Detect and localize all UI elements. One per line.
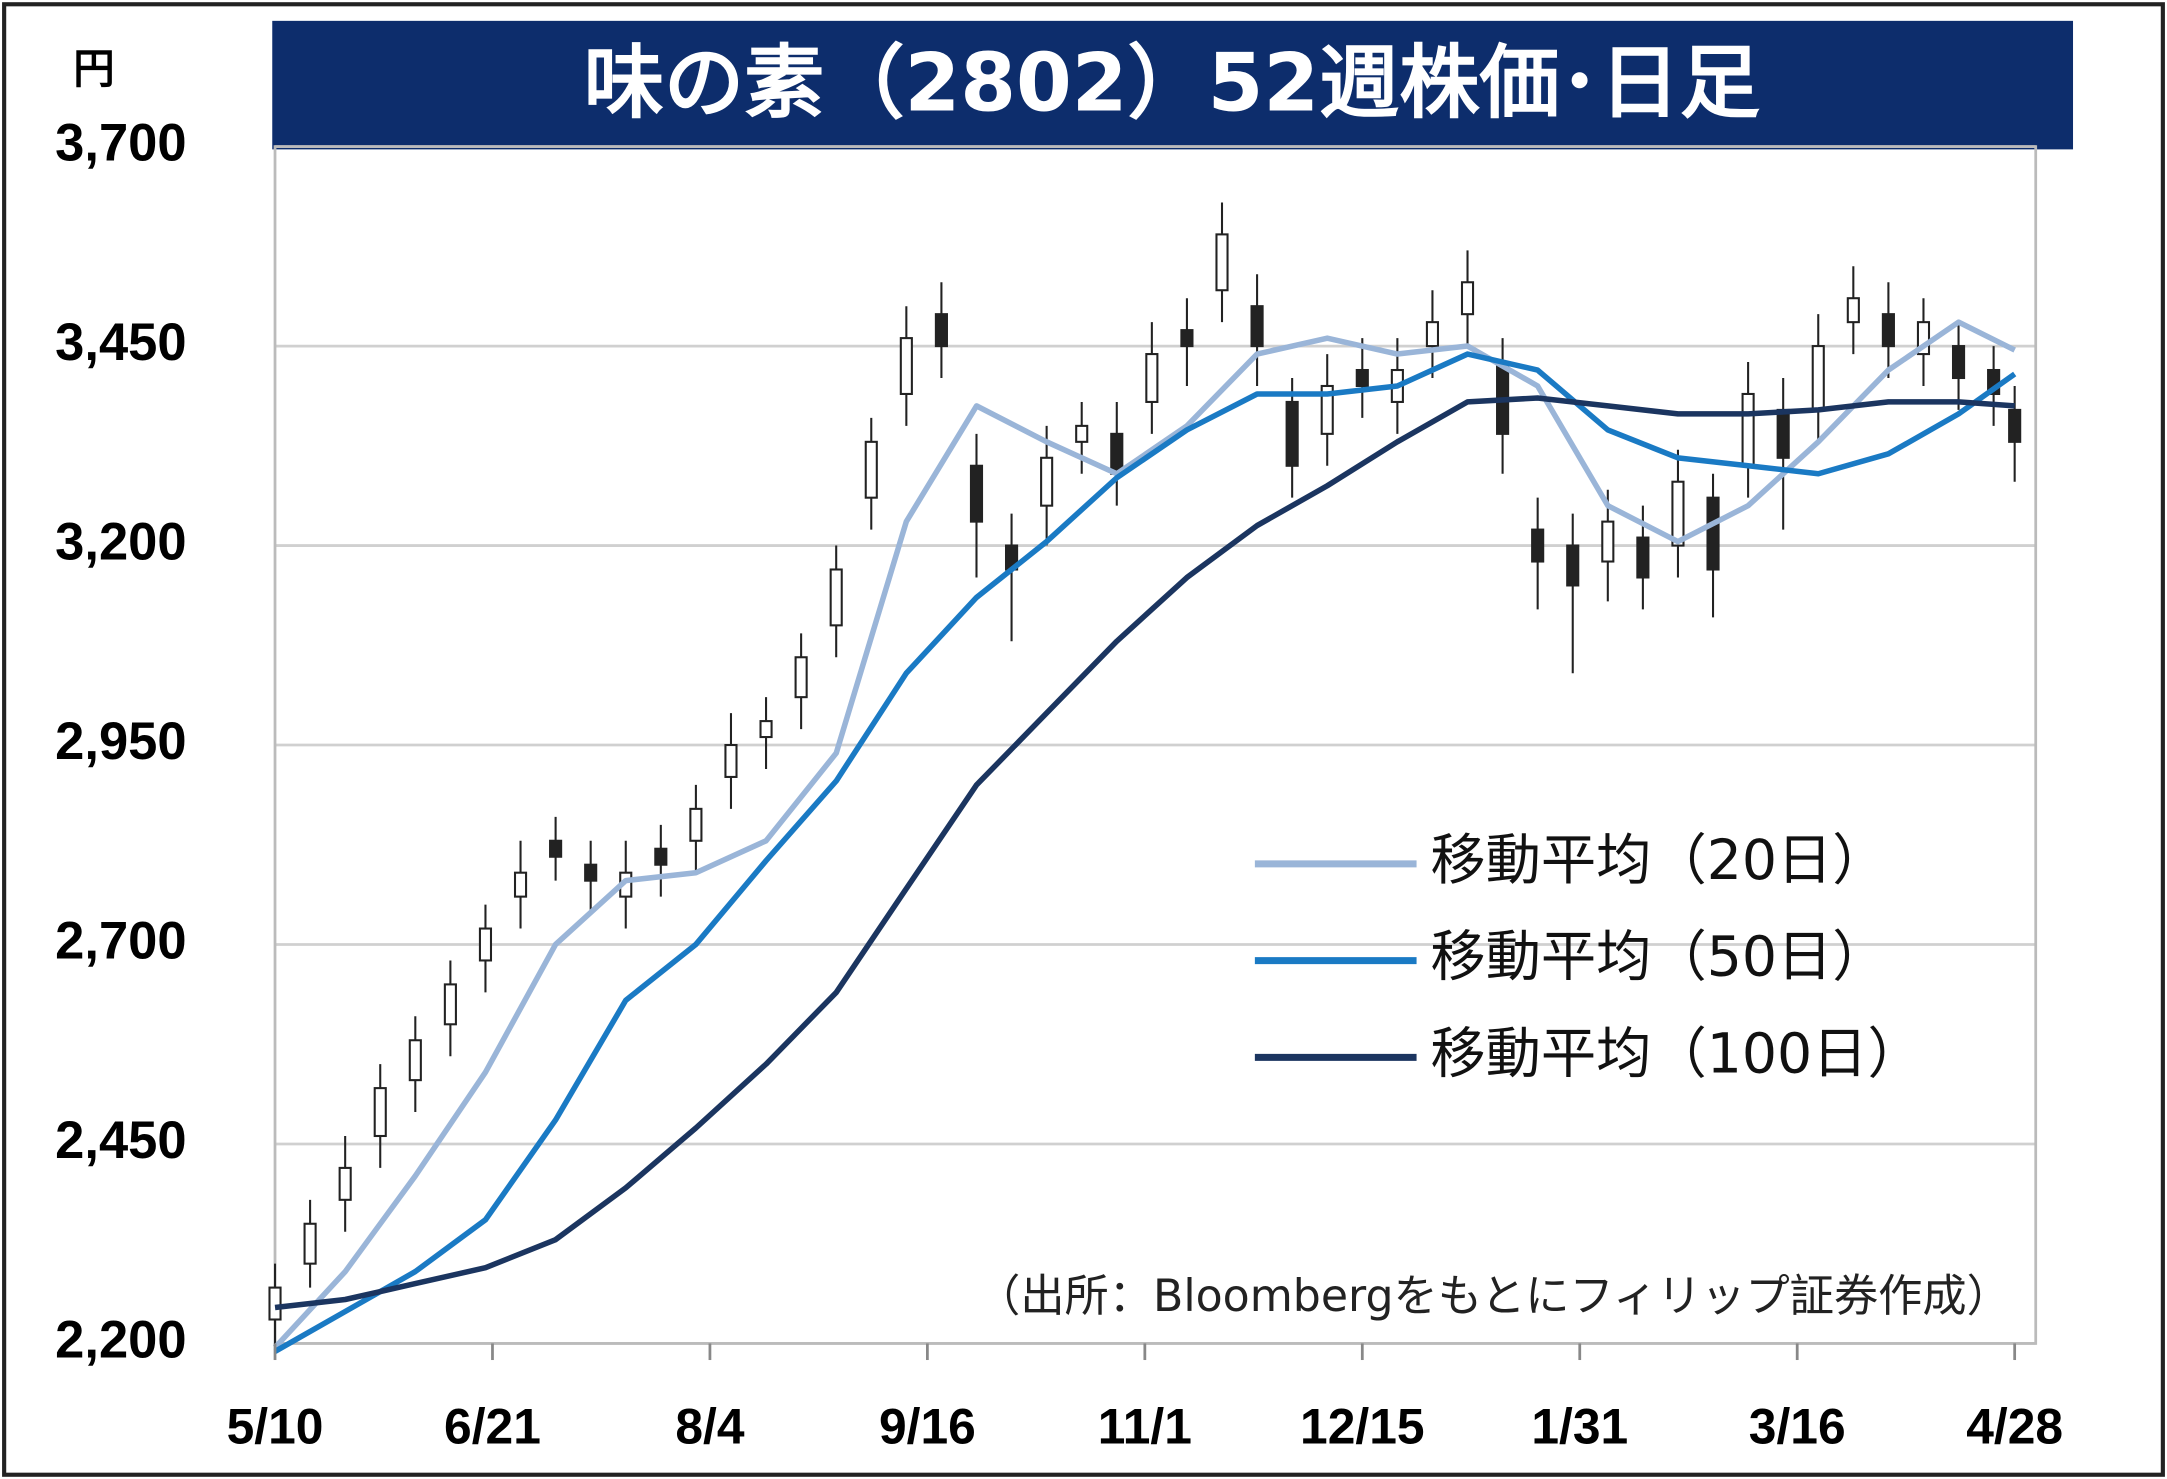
- candle-body: [584, 863, 598, 882]
- candle-body: [1215, 233, 1229, 292]
- candle-body: [1531, 528, 1545, 563]
- legend-label: 移動平均（100日）: [1430, 1022, 1922, 1086]
- candle-body: [829, 568, 843, 627]
- candle-body: [759, 720, 773, 739]
- candle-body: [1776, 408, 1790, 459]
- candle-body: [1706, 496, 1720, 571]
- moving-average-line: [273, 351, 2017, 1354]
- candle-body: [689, 807, 703, 842]
- candle-body: [268, 1286, 282, 1321]
- unit-label: 円: [73, 45, 114, 93]
- moving-average-line: [272, 319, 2016, 1350]
- candle-body: [338, 1166, 352, 1201]
- candle-body: [1250, 305, 1264, 348]
- candle-body: [303, 1222, 317, 1265]
- candle-body: [513, 871, 528, 898]
- candle-body: [1741, 392, 1755, 467]
- candle-body: [1285, 400, 1299, 467]
- candle-body: [1601, 520, 1615, 563]
- candle-body: [1110, 432, 1124, 475]
- x-tick-label: 1/31: [1531, 1399, 1628, 1455]
- y-tick-label: 3,450: [55, 313, 186, 372]
- y-tick-label: 3,700: [55, 113, 186, 172]
- candle-body: [864, 440, 878, 499]
- candle-body: [1425, 321, 1440, 348]
- candle-body: [1881, 313, 1895, 348]
- x-tick-label: 8/4: [675, 1399, 744, 1455]
- candle-body: [1040, 456, 1054, 507]
- x-tick-label: 12/15: [1300, 1399, 1425, 1455]
- chart-title: 味の素（2802）52週株価･日足: [584, 37, 1760, 130]
- candle-body: [1145, 353, 1159, 403]
- candle-body: [1075, 424, 1089, 443]
- candle-body: [1671, 480, 1685, 547]
- candle-body: [1460, 281, 1475, 316]
- candle-body: [1355, 368, 1369, 388]
- candle-body: [1811, 345, 1825, 411]
- candle-body: [1951, 345, 1966, 380]
- candle-body: [1636, 536, 1650, 579]
- candle-body: [408, 1039, 422, 1082]
- candle-body: [654, 847, 668, 866]
- moving-average-line: [274, 395, 2015, 1311]
- y-tick-label: 2,200: [55, 1310, 186, 1369]
- candle-body: [549, 839, 563, 858]
- legend-label: 移動平均（20日）: [1430, 829, 1887, 893]
- x-tick-label: 9/16: [879, 1399, 976, 1455]
- x-tick-label: 3/16: [1749, 1399, 1846, 1455]
- legend-label: 移動平均（50日）: [1430, 926, 1887, 990]
- candle-body: [934, 313, 948, 348]
- source-note: （出所：Bloombergをもとにフィリップ証券作成）: [976, 1271, 2011, 1322]
- candle-body: [478, 927, 493, 962]
- candle-body: [1916, 321, 1931, 356]
- x-tick-label: 4/28: [1966, 1399, 2063, 1455]
- x-tick-label: 11/1: [1098, 1399, 1192, 1455]
- y-tick-label: 3,200: [55, 512, 186, 571]
- title-banner: [272, 20, 2074, 150]
- candle-body: [899, 337, 913, 395]
- candle-body: [794, 656, 808, 699]
- x-tick-label: 6/21: [444, 1399, 541, 1455]
- candle-body: [443, 983, 457, 1026]
- candle-body: [969, 464, 984, 523]
- x-tick-label: 5/10: [227, 1399, 324, 1455]
- candle-body: [1180, 329, 1194, 348]
- candle-body: [1566, 544, 1580, 587]
- candle-body: [2008, 408, 2022, 443]
- plot-frame: [273, 145, 2038, 1345]
- candle-body: [373, 1087, 387, 1138]
- candle-body: [724, 743, 738, 778]
- y-tick-label: 2,700: [55, 911, 186, 970]
- candle-body: [1846, 297, 1860, 324]
- y-tick-label: 2,450: [55, 1111, 186, 1170]
- candle-body: [1320, 384, 1334, 435]
- y-tick-label: 2,950: [55, 712, 186, 771]
